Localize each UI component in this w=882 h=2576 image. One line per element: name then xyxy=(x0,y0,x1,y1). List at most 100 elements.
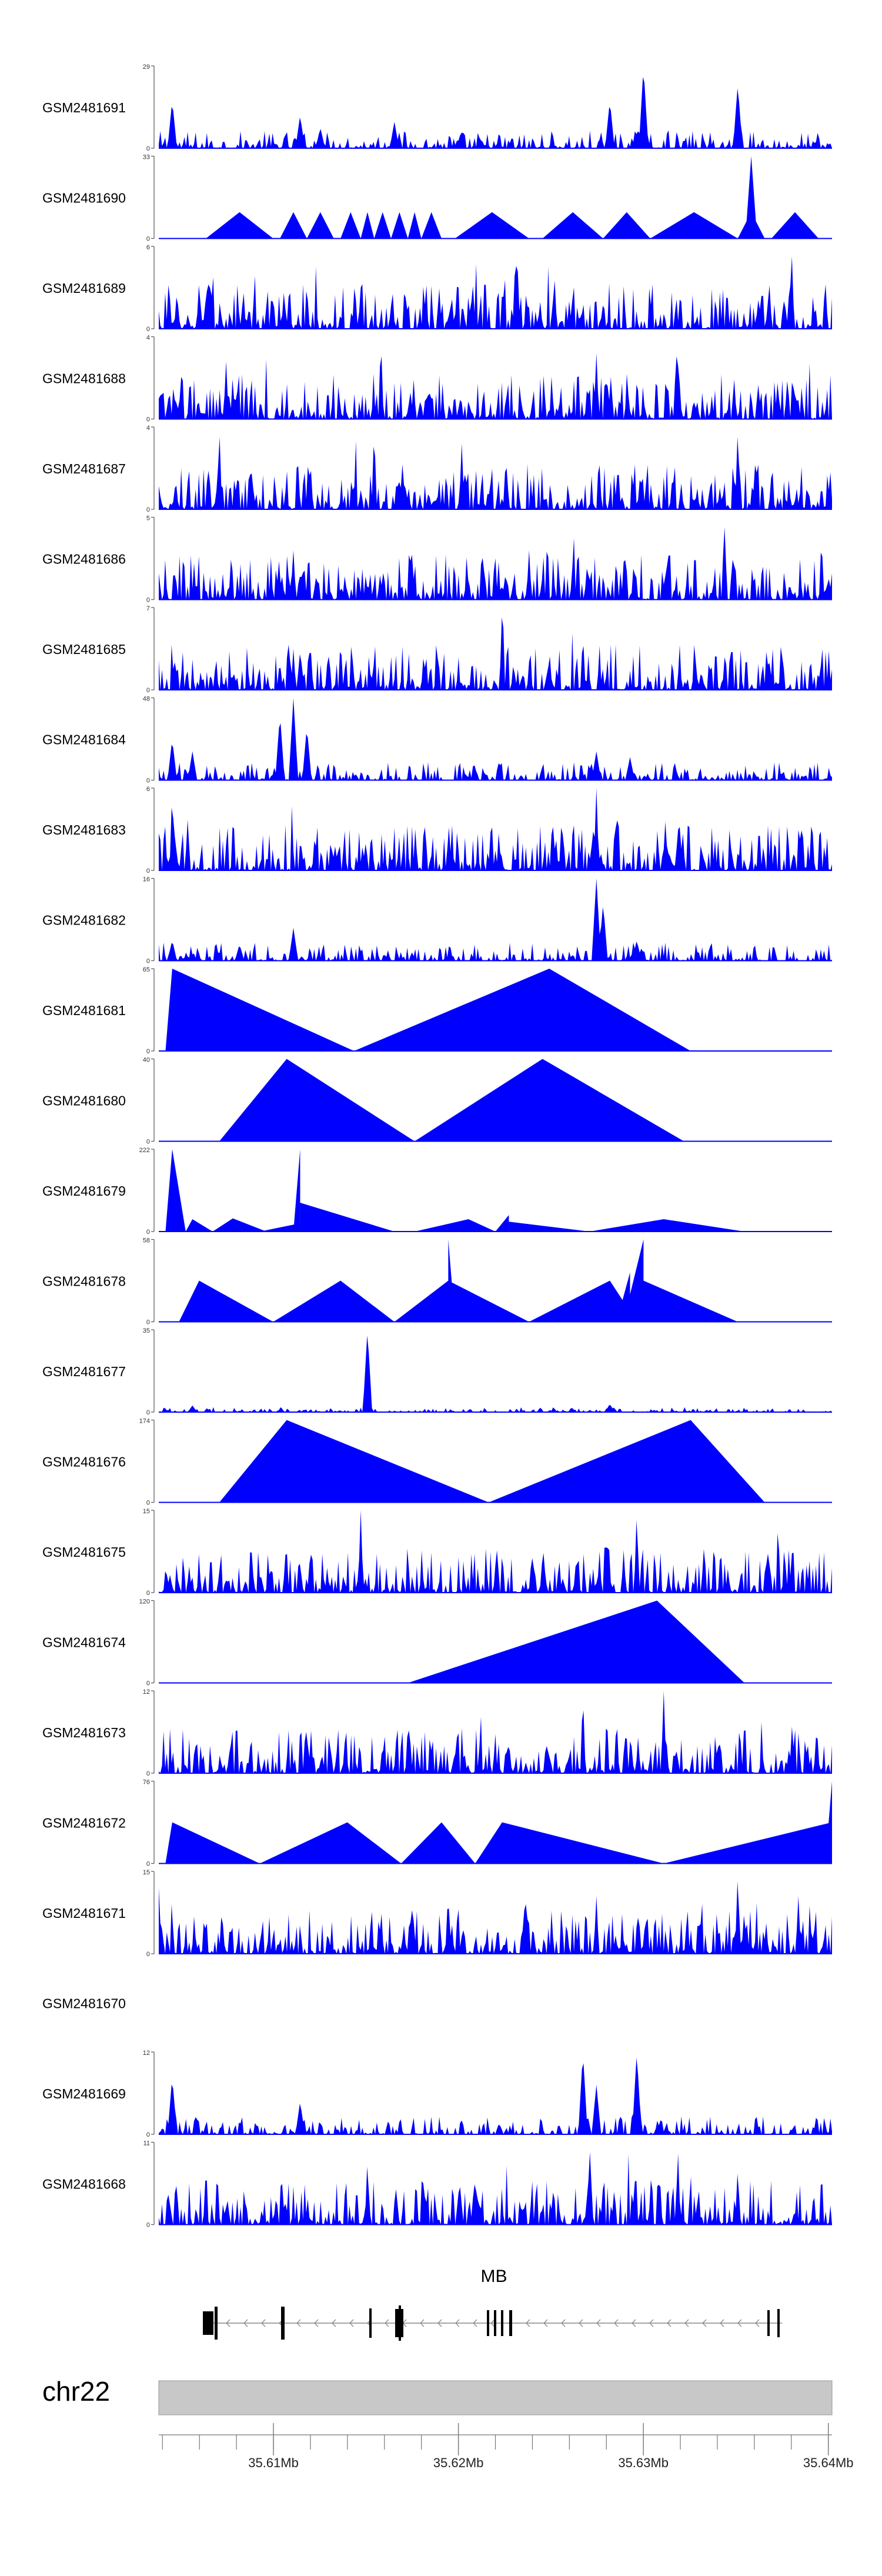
strand-arrow xyxy=(226,2319,230,2327)
strand-arrow xyxy=(720,2319,724,2327)
coverage-segment xyxy=(630,1280,738,1322)
coverage-area xyxy=(159,527,832,600)
track-label: GSM2481669 xyxy=(42,2086,126,2101)
track-label: GSM2481687 xyxy=(42,461,126,476)
coverage-area xyxy=(159,2057,832,2134)
strand-arrow xyxy=(543,2319,548,2327)
y-tick-label-max: 12 xyxy=(143,1689,150,1696)
track-label: GSM2481686 xyxy=(42,552,126,567)
track-gsm2481682: GSM2481682 16 0 xyxy=(42,876,832,965)
y-tick-label-min: 0 xyxy=(146,958,150,965)
coverage-segment xyxy=(280,212,307,239)
coverage-segment xyxy=(179,1280,273,1322)
track-gsm2481689: GSM2481689 6 0 xyxy=(42,244,832,333)
y-tick-label-max: 15 xyxy=(143,1869,150,1876)
coverage-segment xyxy=(293,1149,300,1232)
y-tick-label-min: 0 xyxy=(146,1048,150,1055)
x-tick-label: 35.61Mb xyxy=(248,2455,299,2470)
coverage-area xyxy=(159,77,832,148)
strand-arrow xyxy=(243,2319,248,2327)
strand-arrow xyxy=(349,2319,354,2327)
track-label: GSM2481670 xyxy=(42,1996,126,2011)
coverage-segment xyxy=(185,1219,213,1232)
coverage-segment xyxy=(825,1781,832,1864)
coverage-area xyxy=(159,617,832,690)
x-tick-label: 35.62Mb xyxy=(433,2455,484,2470)
track-gsm2481670: GSM2481670 xyxy=(42,1996,126,2011)
track-gsm2481677: GSM2481677 35 0 xyxy=(42,1327,832,1416)
exon-block xyxy=(509,2310,512,2336)
y-tick-label-min: 0 xyxy=(146,597,150,604)
exon-block xyxy=(501,2310,503,2336)
coverage-peak xyxy=(745,156,757,239)
strand-arrow xyxy=(490,2319,495,2327)
coverage-area xyxy=(159,1510,832,1593)
track-gsm2481678: GSM2481678 58 0 xyxy=(42,1237,832,1326)
y-tick-label-max: 58 xyxy=(143,1237,150,1244)
coverage-segment xyxy=(415,1219,496,1232)
strand-arrow xyxy=(702,2319,707,2327)
y-tick-label-min: 0 xyxy=(146,1680,150,1687)
coverage-segment xyxy=(394,1280,529,1322)
coverage-area xyxy=(159,1691,832,1773)
strand-arrow xyxy=(737,2319,742,2327)
strand-arrow xyxy=(526,2319,530,2327)
track-label: GSM2481676 xyxy=(42,1454,126,1470)
exon-block xyxy=(369,2308,372,2338)
y-tick-label-min: 0 xyxy=(146,1409,150,1416)
y-tick-label-max: 6 xyxy=(146,244,150,251)
coverage-segment xyxy=(259,1822,402,1864)
y-tick-label-min: 0 xyxy=(146,1139,150,1146)
x-tick-label: 35.64Mb xyxy=(803,2455,854,2470)
y-tick-label-min: 0 xyxy=(146,687,150,694)
chromosome-label: chr22 xyxy=(42,2376,110,2407)
coverage-segment xyxy=(529,1280,637,1322)
y-tick-label-max: 7 xyxy=(146,605,150,612)
coverage-segment xyxy=(415,1059,684,1142)
strand-arrow xyxy=(455,2319,460,2327)
coverage-area xyxy=(159,2152,832,2225)
coverage-segment xyxy=(219,1059,415,1142)
track-gsm2481685: GSM2481685 7 0 xyxy=(42,605,832,694)
track-label: GSM2481688 xyxy=(42,371,126,386)
strand-arrow xyxy=(649,2319,654,2327)
coverage-segment xyxy=(489,1420,765,1503)
coverage-segment xyxy=(542,212,603,239)
track-label: GSM2481682 xyxy=(42,913,126,928)
track-label: GSM2481671 xyxy=(42,1906,126,1921)
strand-arrow xyxy=(561,2319,566,2327)
track-label: GSM2481675 xyxy=(42,1544,126,1560)
exon-block xyxy=(203,2311,213,2335)
coverage-segment xyxy=(495,1215,509,1232)
y-tick-label-min: 0 xyxy=(146,778,150,785)
strand-arrow xyxy=(614,2319,619,2327)
track-gsm2481676: GSM2481676 174 0 xyxy=(42,1418,832,1507)
gene-model: MB xyxy=(203,2267,782,2341)
exon-block xyxy=(281,2307,285,2340)
exon-block xyxy=(777,2309,780,2337)
coverage-segment xyxy=(165,969,355,1051)
track-gsm2481673: GSM2481673 12 0 xyxy=(42,1689,832,1777)
coverage-segment xyxy=(509,1222,590,1232)
coverage-segment xyxy=(306,212,334,239)
y-tick-label-max: 222 xyxy=(139,1147,150,1154)
track-gsm2481686: GSM2481686 5 0 xyxy=(42,515,832,604)
coverage-segment xyxy=(212,1218,267,1232)
strand-arrow xyxy=(684,2319,689,2327)
track-label: GSM2481678 xyxy=(42,1274,126,1289)
y-tick-label-max: 4 xyxy=(146,335,150,342)
track-gsm2481675: GSM2481675 15 0 xyxy=(42,1508,832,1597)
track-label: GSM2481689 xyxy=(42,281,126,296)
strand-arrow xyxy=(579,2319,583,2327)
y-tick-label-min: 0 xyxy=(146,326,150,333)
coverage-segment xyxy=(650,212,738,239)
exon-block xyxy=(494,2310,496,2336)
strand-arrow xyxy=(632,2319,636,2327)
track-label: GSM2481674 xyxy=(42,1635,126,1650)
coverage-segment xyxy=(165,1822,260,1864)
exon-block xyxy=(487,2310,489,2336)
y-tick-label-min: 0 xyxy=(146,1229,150,1236)
strand-arrow xyxy=(261,2319,266,2327)
track-label: GSM2481683 xyxy=(42,822,126,837)
